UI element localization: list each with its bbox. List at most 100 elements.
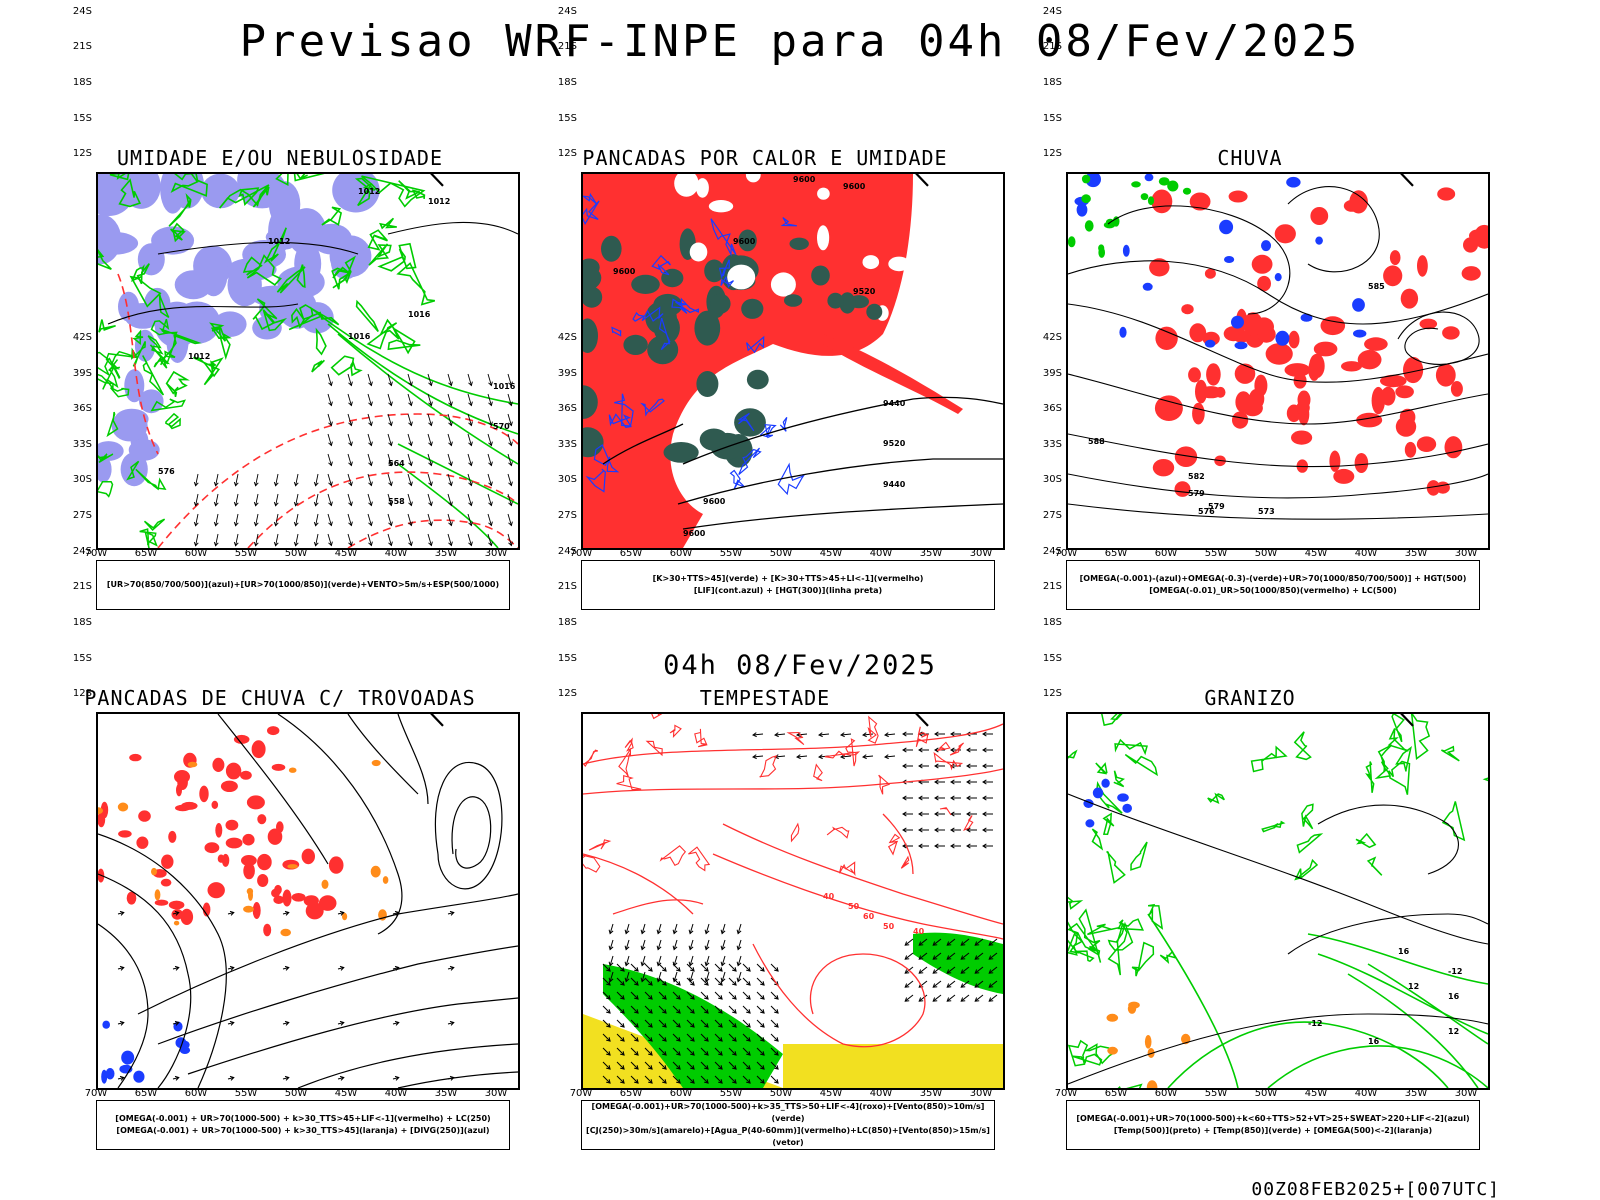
lat-tick-label: 39S [72, 367, 92, 379]
lat-tick-label: 18S [557, 616, 577, 628]
contour-label: 9600 [703, 497, 726, 506]
lon-tick-label: 55W [719, 548, 743, 559]
lon-tick-label: 70W [1054, 1088, 1078, 1099]
panel-umidade: UMIDADE E/OU NEBULOSIDADE 12S 15S 18S 21S 24S… [50, 6, 520, 626]
lat-tick-label: 30S [72, 474, 92, 486]
map-frame [96, 712, 520, 1090]
lon-tick-label: 45W [334, 1088, 358, 1099]
map-canvas: -12 16 12 16 -12 16 12 [1068, 714, 1488, 1088]
lon-tick-label: 35W [919, 548, 943, 559]
lon-tick-label: 30W [484, 1088, 508, 1099]
legend-box: [OMEGA(-0.001)-(azul)+OMEGA(-0.3)-(verde… [1066, 560, 1480, 610]
lon-tick-label: 35W [1404, 548, 1428, 559]
lon-tick-label: 70W [569, 1088, 593, 1099]
legend-line-2: [LIF](cont.azul) + [HGT(300)](linha pret… [693, 586, 883, 595]
lat-tick-label: 21S [72, 41, 92, 53]
panel-title: PANCADAS DE CHUVA C/ TROVOADAS [84, 686, 476, 710]
lon-tick-label: 35W [1404, 1088, 1428, 1099]
contour-label: 1012 [358, 187, 380, 196]
contour-label: 50 [848, 902, 860, 911]
lon-tick-label: 45W [1304, 1088, 1328, 1099]
lat-tick-label: 15S [72, 652, 92, 664]
contour-label: 573 [1258, 507, 1275, 516]
contour-label: -12 [1308, 1019, 1322, 1028]
lat-tick-label: 27S [1042, 510, 1062, 522]
lon-tick-label: 60W [669, 548, 693, 559]
map-canvas: 9600 9600 9600 9600 9520 9440 9520 9440 9600 9600 [583, 174, 1003, 548]
contour-label: 12 [1448, 1027, 1459, 1036]
contour-label: 60 [863, 912, 875, 921]
panel-granizo: GRANIZO 12S 15S 18S 21S 24S 27S 30S 33S 36S 39S 42S… [1020, 332, 1490, 1166]
lon-tick-label: 45W [1304, 548, 1328, 559]
legend-line-1: [OMEGA(-0.001) + UR>70(1000-500) + k>30_… [115, 1114, 491, 1123]
lat-tick-label: 12S [1042, 148, 1062, 160]
lat-tick-label: 27S [72, 510, 92, 522]
lat-tick-label: 15S [1042, 652, 1062, 664]
lat-tick-label: 15S [72, 112, 92, 124]
lat-tick-label: 18S [72, 616, 92, 628]
lat-tick-label: 39S [557, 367, 577, 379]
map-frame: 40 50 60 50 40 [581, 712, 1005, 1090]
contour-label: 1016 [493, 382, 516, 391]
contour-label: 588 [1088, 437, 1105, 446]
legend-box: [OMEGA(-0.001) + UR>70(1000-500) + k>30_… [96, 1100, 510, 1150]
contour-label: 40 [913, 927, 925, 936]
lat-tick-label: 39S [1042, 367, 1062, 379]
lon-tick-label: 65W [619, 1088, 643, 1099]
lat-tick-label: 18S [1042, 76, 1062, 88]
lon-tick-label: 65W [1104, 548, 1128, 559]
lat-tick-label: 15S [557, 112, 577, 124]
contour-label: 1012 [188, 352, 210, 361]
lon-tick-label: 55W [719, 1088, 743, 1099]
lon-tick-label: 35W [434, 548, 458, 559]
lon-tick-label: 55W [1204, 1088, 1228, 1099]
legend-line-2: [OMEGA(-0.01)_UR>50(1000/850)(vermelho) … [1149, 586, 1397, 595]
contour-label: 12 [1408, 982, 1419, 991]
lat-tick-label: 36S [1042, 403, 1062, 415]
lat-tick-label: 30S [557, 474, 577, 486]
lon-tick-label: 45W [819, 548, 843, 559]
contour-label: 9600 [733, 237, 756, 246]
map-canvas: 1012 1012 1012 1016 1016 1016 1012 576 570 564 558 [98, 174, 518, 548]
legend-box: [UR>70(850/700/500)](azul)+[UR>70(1000/8… [96, 560, 510, 610]
contour-label: 9520 [853, 287, 876, 296]
lat-tick-label: 33S [557, 438, 577, 450]
lat-tick-label: 12S [1042, 688, 1062, 700]
lon-tick-label: 55W [234, 1088, 258, 1099]
lon-tick-label: 40W [1354, 1088, 1378, 1099]
legend-line-2: [Temp(500)](preto) + [Temp(850)](verde) … [1113, 1126, 1433, 1135]
lat-tick-label: 24S [557, 545, 577, 557]
map-canvas [98, 714, 518, 1088]
panel-chuva: CHUVA 12S 15S 18S 21S 24S 27S 30S 33S 36S 39S 42S 70… [1020, 6, 1490, 626]
panel-title: GRANIZO [1204, 686, 1296, 710]
lon-tick-label: 60W [184, 548, 208, 559]
contour-label: 9520 [883, 439, 906, 448]
panel-title: CHUVA [1217, 146, 1283, 170]
contour-label: 9600 [793, 175, 816, 184]
lon-tick-label: 60W [669, 1088, 693, 1099]
lat-tick-label: 42S [1042, 332, 1062, 343]
run-footer: 00Z08FEB2025+[007UTC] [1251, 1179, 1500, 1200]
lon-tick-label: 50W [769, 548, 793, 559]
lat-tick-label: 12S [557, 148, 577, 160]
lat-tick-label: 24S [1042, 545, 1062, 557]
map-frame: 585582579576573588579576 [1066, 172, 1490, 550]
lon-tick-label: 65W [134, 548, 158, 559]
lon-tick-label: 55W [234, 548, 258, 559]
contour-label: 16 [1398, 947, 1410, 956]
legend-box: [OMEGA(-0.001)+UR>70(1000-500)+k>35_TTS>… [581, 1100, 995, 1150]
lat-tick-label: 33S [72, 438, 92, 450]
legend-box: [OMEGA(-0.001)+UR>70(1000-500)+k<60+TTS>… [1066, 1100, 1480, 1150]
legend-line-2: [CJ(250)>30m/s](amarelo)+[Agua_P(40-60mm… [586, 1126, 990, 1147]
panel-tempestade: TEMPESTADE 12S 15S 18S 21S 24S 27S 30S 33S 36S 39S… [535, 332, 1005, 1166]
lat-tick-label: 21S [557, 41, 577, 53]
lat-tick-label: 18S [1042, 616, 1062, 628]
lon-tick-label: 30W [1454, 548, 1478, 559]
lat-tick-label: 24S [72, 545, 92, 557]
lon-tick-label: 55W [1204, 548, 1228, 559]
lat-tick-label: 18S [557, 76, 577, 88]
lon-tick-label: 40W [869, 548, 893, 559]
lon-tick-label: 45W [334, 548, 358, 559]
lat-tick-label: 36S [557, 403, 577, 415]
